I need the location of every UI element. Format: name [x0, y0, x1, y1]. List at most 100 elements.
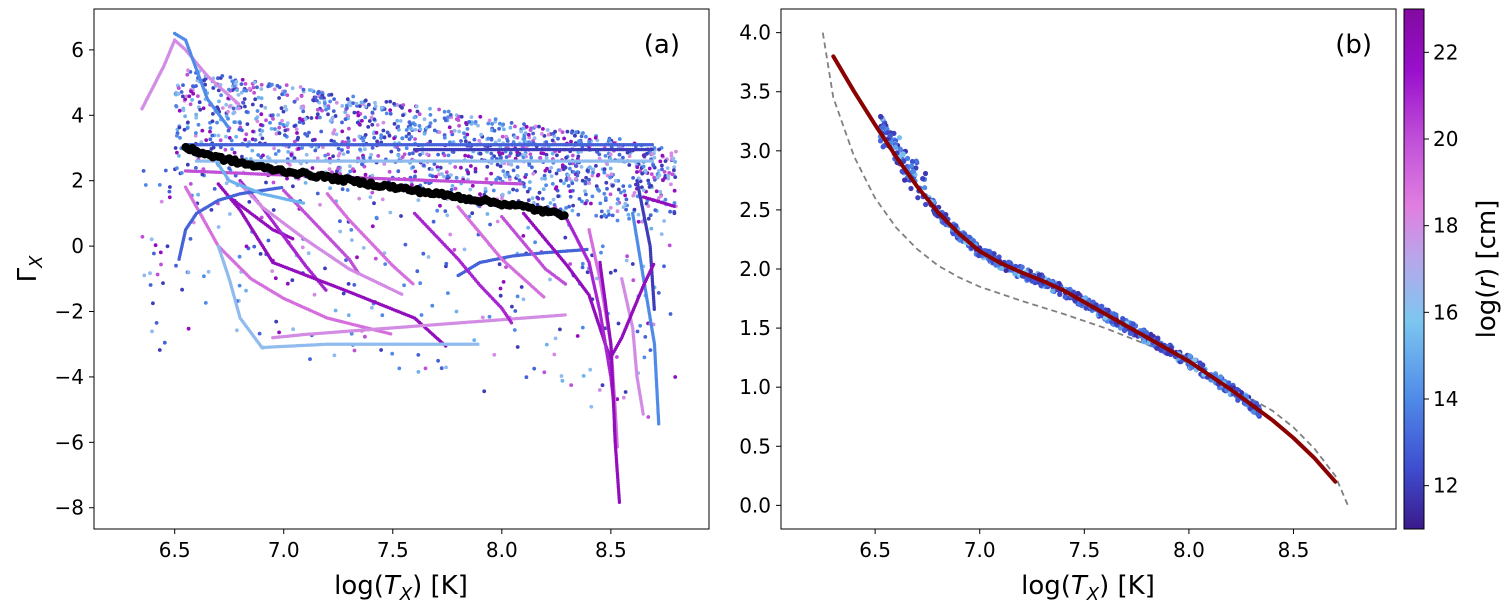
scatter-point [506, 162, 511, 166]
scatter-point [181, 94, 185, 99]
scatter-point [545, 166, 549, 171]
scatter-point [575, 173, 580, 178]
scatter-point [382, 162, 387, 166]
scatter-point [416, 353, 421, 357]
scatter-point [383, 262, 388, 266]
scatter-point [480, 315, 485, 320]
scatter-point [423, 366, 428, 371]
scatter-point [301, 104, 306, 109]
scatter-point [650, 152, 654, 157]
scatter-point [504, 155, 509, 160]
scatter-point [179, 171, 184, 175]
scatter-point [358, 147, 362, 152]
scatter-point [519, 285, 524, 289]
scatter-point [244, 132, 249, 137]
scatter-point [668, 209, 672, 214]
scatter-point [198, 107, 203, 112]
scatter-point [631, 193, 636, 198]
scatter-point [402, 152, 407, 157]
scatter-point [375, 123, 380, 127]
scatter-point [237, 106, 241, 111]
scatter-point [537, 124, 541, 129]
scatter-point [542, 370, 547, 375]
scatter-point [240, 154, 244, 159]
scatter-point [310, 138, 315, 143]
scatter-point [556, 168, 561, 173]
scatter-point [306, 251, 311, 256]
scatter-point [504, 134, 509, 139]
scatter-point [313, 148, 318, 153]
scatter-point [227, 87, 231, 92]
scatter-point [285, 176, 289, 181]
scatter-point [281, 123, 286, 127]
scatter-point [401, 113, 405, 118]
scatter-point [176, 92, 181, 96]
scatter-point [179, 90, 184, 94]
scatter-point [363, 104, 368, 109]
scatter-point [581, 374, 586, 378]
scatter-point [602, 191, 607, 196]
scatter-point [531, 171, 536, 176]
scatter-point [603, 154, 608, 158]
scatter-point [446, 291, 450, 295]
scatter-point [610, 184, 615, 188]
scatter-point [615, 201, 620, 206]
scatter-point [494, 177, 498, 182]
scatter-point [651, 163, 656, 168]
scatter-point [303, 181, 308, 185]
scatter-point [616, 187, 621, 192]
scatter-point [194, 166, 198, 170]
scatter-point [567, 204, 571, 209]
scatter-point [663, 174, 668, 178]
scatter-point [472, 137, 477, 142]
scatter-point [553, 186, 558, 191]
scatter-point [313, 95, 318, 100]
scatter-point [463, 135, 467, 140]
panel-b: 6.5 7.0 7.5 8.0 8.5 0.00.51.01.52.02.53.03.5… [739, 8, 1397, 605]
scatter-point [392, 122, 397, 126]
scatter-point [603, 196, 608, 200]
scatter-point [259, 215, 264, 220]
scatter-point [323, 266, 327, 271]
scatter-point [449, 173, 453, 177]
scatter-point [250, 148, 255, 153]
scatter-point [349, 228, 354, 232]
scatter-point [402, 283, 406, 288]
scatter-point [446, 109, 451, 114]
scatter-point [354, 101, 359, 106]
scatter-point [485, 212, 490, 216]
scatter-point [277, 125, 282, 130]
scatter-point [181, 108, 186, 113]
track-point [226, 124, 230, 129]
scatter-point [562, 181, 566, 186]
scatter-point [286, 150, 291, 154]
scatter-point [519, 129, 523, 134]
scatter-point [315, 115, 319, 120]
scatter-point [245, 122, 250, 126]
scatter-point [553, 129, 557, 134]
scatter-point [315, 112, 320, 117]
scatter-point [283, 104, 288, 109]
scatter-point [397, 366, 402, 371]
scatter-point [374, 130, 379, 135]
scatter-point [244, 288, 248, 293]
scatter-point [347, 126, 351, 131]
scatter-point [566, 173, 571, 178]
y-tick-label: 6 [71, 38, 84, 62]
scatter-point [662, 170, 667, 174]
scatter-point [367, 102, 371, 107]
scatter-point [585, 168, 590, 173]
y-tick-label: 4 [71, 103, 84, 127]
scatter-point [227, 166, 232, 171]
scatter-point [252, 244, 257, 249]
scatter-point [140, 234, 145, 239]
scatter-point [896, 135, 903, 141]
scatter-point [208, 137, 213, 142]
scatter-point [646, 204, 651, 209]
scatter-point [200, 128, 205, 133]
scatter-point [379, 348, 383, 352]
scatter-point [376, 154, 381, 158]
scatter-point [194, 112, 199, 117]
scatter-point [329, 92, 334, 97]
scatter-point [570, 208, 575, 213]
